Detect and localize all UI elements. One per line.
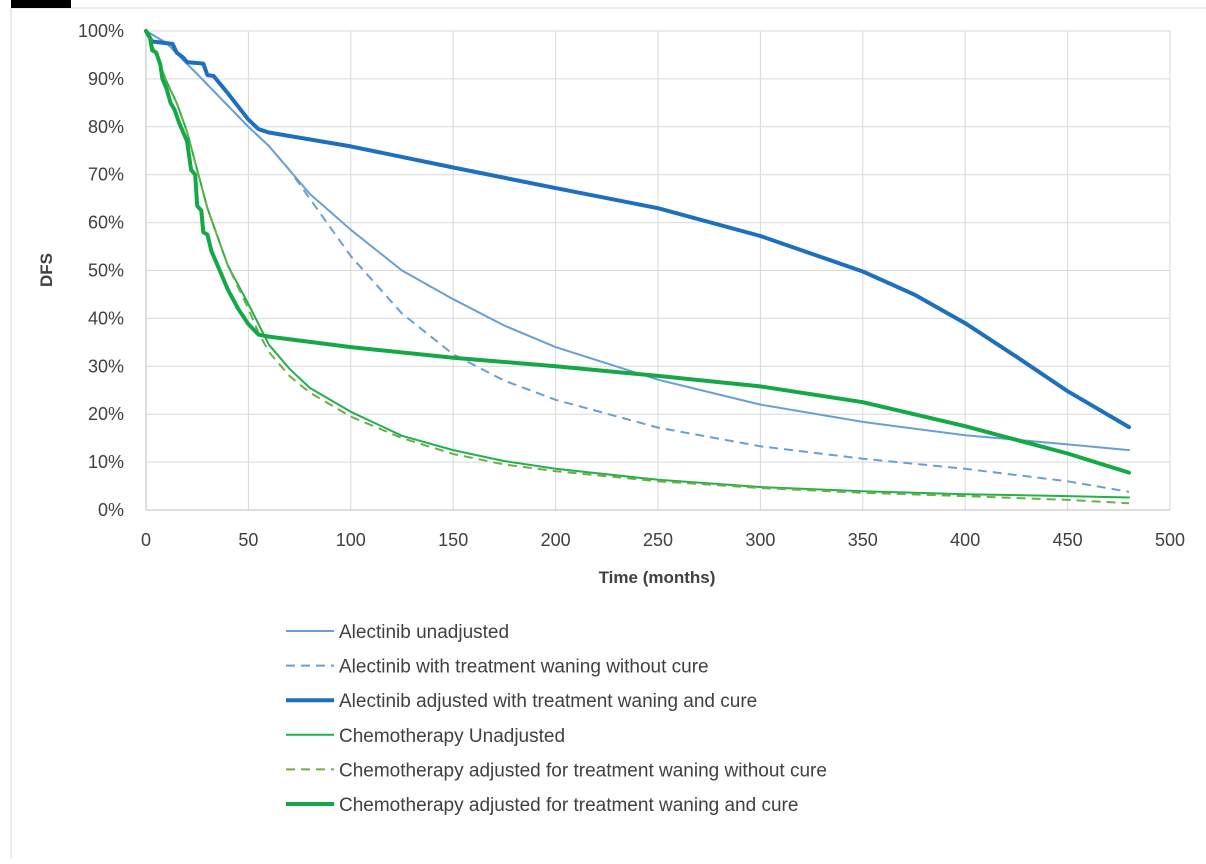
y-tick-label: 90%: [88, 69, 124, 89]
y-tick-label: 60%: [88, 213, 124, 233]
legend-label-4: Chemotherapy Unadjusted: [339, 726, 565, 747]
x-tick-label: 50: [238, 530, 258, 550]
legend-label-6: Chemotherapy adjusted for treatment wani…: [339, 795, 798, 816]
x-tick-label: 350: [848, 530, 878, 550]
y-tick-label: 30%: [88, 356, 124, 376]
x-tick-label: 200: [541, 530, 571, 550]
series-line-6: [144, 29, 1131, 475]
x-tick-label: 300: [745, 530, 775, 550]
x-tick-label: 400: [950, 530, 980, 550]
legend: Alectinib unadjusted Alectinib with treat…: [286, 622, 827, 816]
y-tick-label: 80%: [88, 117, 124, 137]
y-tick-label: 100%: [78, 21, 124, 41]
cropped-title-fragment: [11, 0, 71, 8]
x-tick-label: 250: [643, 530, 673, 550]
x-tick-label: 100: [336, 530, 366, 550]
grid: [146, 30, 1171, 510]
y-tick-label: 40%: [88, 308, 124, 328]
y-tick-label: 70%: [88, 165, 124, 185]
series-lines: [144, 29, 1131, 505]
y-axis-title: DFS: [37, 253, 56, 287]
x-axis-title: Time (months): [599, 568, 716, 587]
series-line-5: [145, 30, 1130, 505]
legend-label-5: Chemotherapy adjusted for treatment wani…: [339, 760, 827, 781]
y-tick-label: 50%: [88, 261, 124, 281]
x-tick-label: 0: [141, 530, 151, 550]
x-tick-label: 500: [1155, 530, 1185, 550]
axes: [145, 31, 1170, 511]
legend-label-3: Alectinib adjusted with treatment waning…: [339, 691, 757, 712]
series-line-2: [145, 30, 1130, 493]
legend-label-2: Alectinib with treatment waning without …: [339, 657, 709, 678]
y-tick-label: 20%: [88, 404, 124, 424]
x-tick-label: 450: [1053, 530, 1083, 550]
y-tick-label: 10%: [88, 452, 124, 472]
y-tick-label: 0%: [98, 500, 124, 520]
x-tick-label: 150: [438, 530, 468, 550]
series-line-1: [145, 30, 1130, 452]
tick-labels: 0 50 100 150 200 250 300 350 400 450 500 0% 10% 20% 30…: [78, 21, 1185, 550]
series-line-3: [144, 29, 1131, 430]
legend-label-1: Alectinib unadjusted: [339, 622, 509, 643]
